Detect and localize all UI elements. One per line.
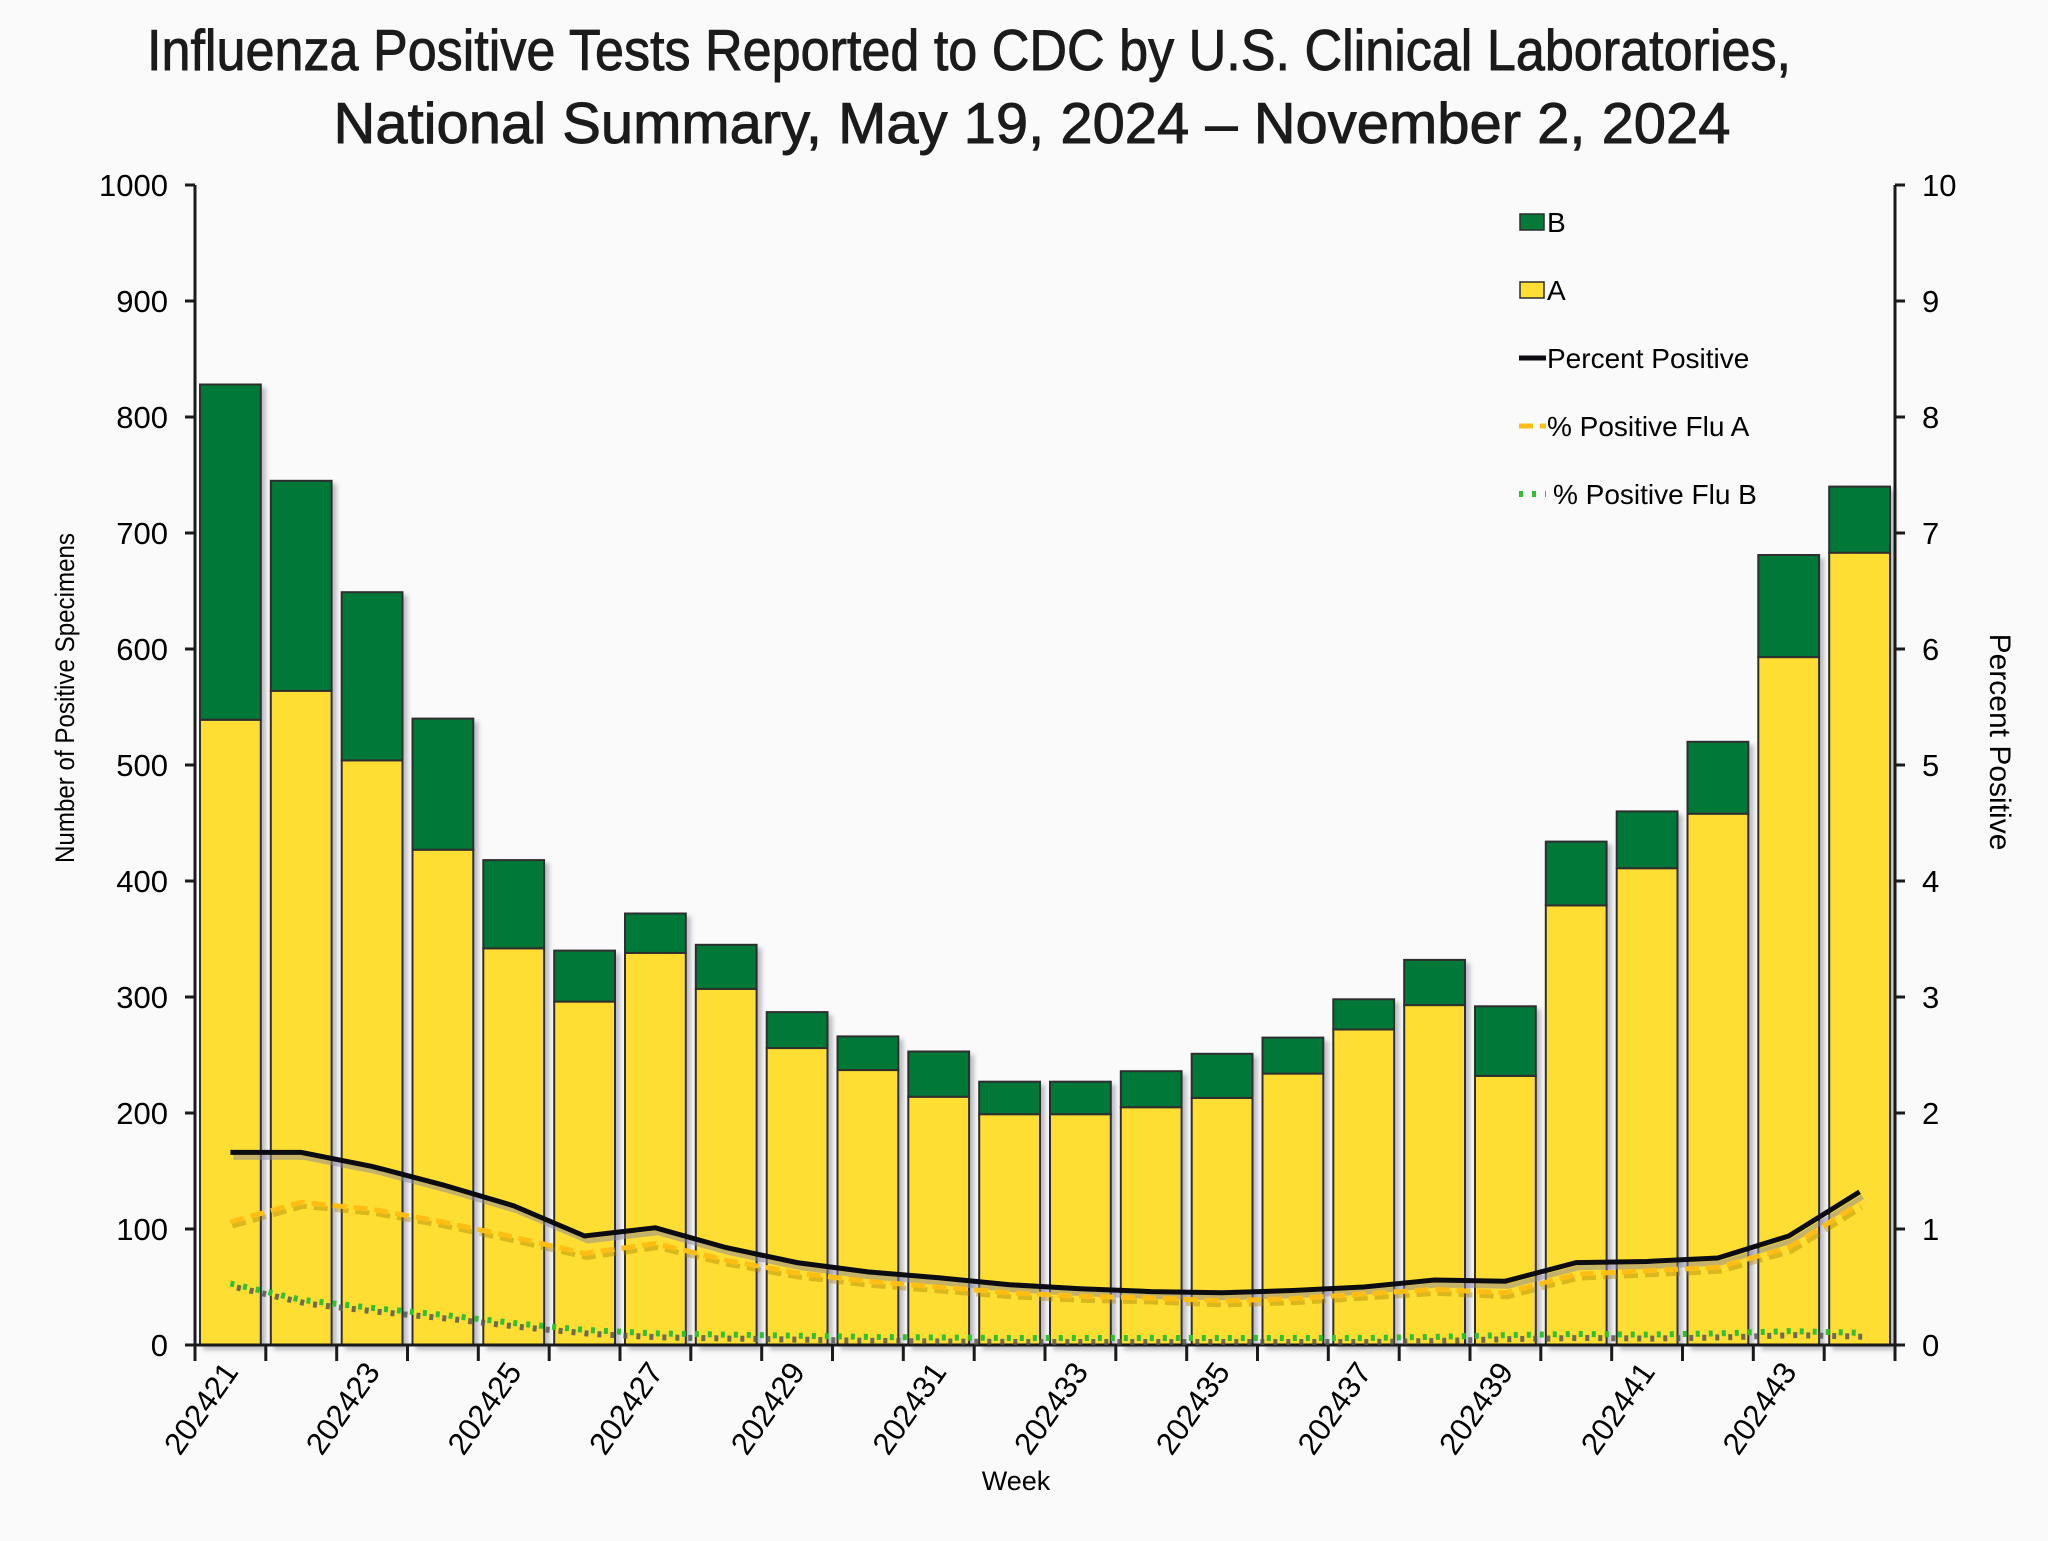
svg-text:200: 200 [116,1096,168,1131]
svg-text:500: 500 [116,748,168,783]
svg-text:0: 0 [151,1328,168,1363]
svg-text:Percent Positive: Percent Positive [1547,343,1749,374]
svg-text:Week: Week [982,1466,1051,1496]
svg-text:6: 6 [1922,632,1939,667]
svg-text:% Positive Flu B: % Positive Flu B [1553,479,1757,510]
svg-text:9: 9 [1922,284,1939,319]
svg-text:1000: 1000 [99,168,168,203]
svg-text:% Positive Flu A: % Positive Flu A [1547,411,1750,442]
svg-text:8: 8 [1922,400,1939,435]
svg-text:5: 5 [1922,748,1939,783]
svg-text:100: 100 [116,1212,168,1247]
svg-text:2: 2 [1922,1096,1939,1131]
svg-text:600: 600 [116,632,168,667]
svg-text:10: 10 [1922,168,1956,203]
svg-text:1: 1 [1922,1212,1939,1247]
svg-text:Number of Positive Specimens: Number of Positive Specimens [50,533,80,863]
svg-text:400: 400 [116,864,168,899]
svg-text:Percent Positive: Percent Positive [1983,634,2016,851]
svg-text:800: 800 [116,400,168,435]
svg-text:0: 0 [1922,1328,1939,1363]
svg-text:300: 300 [116,980,168,1015]
svg-text:B: B [1547,207,1566,238]
svg-text:Influenza Positive Tests Repor: Influenza Positive Tests Reported to CDC… [147,19,1791,83]
svg-text:3: 3 [1922,980,1939,1015]
svg-text:National Summary, May 19, 2024: National Summary, May 19, 2024 – Novembe… [334,92,1731,156]
svg-text:900: 900 [116,284,168,319]
svg-text:A: A [1547,275,1566,306]
svg-text:7: 7 [1922,516,1939,551]
svg-text:700: 700 [116,516,168,551]
svg-text:4: 4 [1922,864,1939,899]
